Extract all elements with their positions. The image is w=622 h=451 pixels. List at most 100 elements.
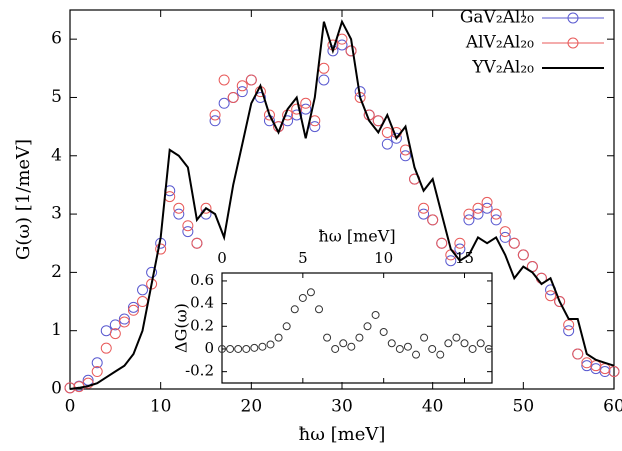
y-tick-label: 5	[51, 87, 62, 107]
data-point	[182, 220, 194, 232]
x-axis-label: ħω [meV]	[318, 227, 395, 246]
data-point	[218, 344, 226, 353]
y-tick-label: 0.4	[190, 294, 214, 312]
data-point	[381, 138, 393, 150]
data-point	[563, 325, 575, 337]
x-tick-label: 10	[374, 249, 393, 267]
y-tick-label: 2	[51, 262, 62, 282]
data-point	[127, 304, 139, 316]
data-point	[445, 255, 457, 267]
data-point	[209, 109, 221, 121]
data-point	[371, 310, 380, 319]
data-point	[118, 316, 130, 328]
data-point	[418, 208, 430, 220]
data-point	[554, 296, 566, 308]
data-point	[347, 342, 356, 351]
data-point	[336, 39, 348, 51]
series-line	[69, 19, 615, 390]
data-point	[387, 339, 396, 348]
data-point	[227, 91, 239, 103]
data-point	[481, 196, 493, 208]
x-tick-label: 30	[331, 397, 353, 417]
y-tick-label: 6	[51, 29, 62, 49]
data-point	[436, 237, 448, 249]
y-tick-label: 0	[204, 339, 214, 357]
data-point	[236, 80, 248, 92]
data-point	[608, 366, 620, 378]
data-point	[91, 366, 103, 378]
y-tick-label: 0.6	[190, 271, 214, 289]
data-point	[472, 208, 484, 220]
data-point	[381, 126, 393, 138]
data-point	[345, 45, 357, 57]
data-point	[436, 350, 445, 359]
data-point	[545, 290, 557, 302]
y-tick-label: 3	[51, 204, 62, 224]
data-point	[452, 333, 461, 342]
data-point	[242, 344, 251, 353]
x-tick-label: 0	[65, 397, 76, 417]
data-point	[91, 357, 103, 369]
data-point	[300, 103, 312, 115]
data-point	[291, 109, 303, 121]
y-tick-label: -0.2	[185, 362, 214, 380]
data-point	[306, 288, 315, 297]
data-point	[444, 339, 453, 348]
x-tick-label: 60	[603, 397, 622, 417]
y-tick-label: 0.2	[190, 316, 214, 334]
data-point	[274, 333, 283, 342]
data-point	[200, 202, 212, 214]
y-tick-label: 4	[51, 145, 62, 165]
data-point	[309, 121, 321, 133]
y-axis-label: ΔG(ω)	[172, 303, 191, 353]
data-point	[472, 202, 484, 214]
legend-marker	[567, 37, 579, 49]
data-point	[191, 237, 203, 249]
data-point	[291, 103, 303, 115]
data-point	[290, 305, 299, 314]
data-point	[315, 305, 324, 314]
data-point	[173, 208, 185, 220]
data-point	[463, 214, 475, 226]
data-point	[460, 339, 469, 348]
data-point	[468, 344, 477, 353]
data-point	[463, 208, 475, 220]
data-point	[155, 243, 167, 255]
data-point	[403, 342, 412, 351]
data-point	[420, 333, 429, 342]
data-point	[182, 226, 194, 238]
data-point	[100, 325, 112, 337]
data-point	[395, 344, 404, 353]
x-tick-label: 50	[513, 397, 535, 417]
data-point	[428, 344, 437, 353]
data-point	[572, 348, 584, 360]
data-point	[318, 74, 330, 86]
data-point	[563, 319, 575, 331]
data-point	[263, 109, 275, 121]
y-tick-label: 1	[51, 320, 62, 340]
data-point	[100, 342, 112, 354]
data-point	[379, 327, 388, 336]
data-point	[282, 322, 291, 331]
data-point	[218, 74, 230, 86]
data-point	[209, 115, 221, 127]
data-point	[481, 202, 493, 214]
x-tick-label: 40	[422, 397, 444, 417]
data-point	[599, 366, 611, 378]
x-axis-label: ħω [meV]	[299, 424, 386, 445]
data-point	[137, 284, 149, 296]
x-tick-label: 10	[150, 397, 172, 417]
data-point	[484, 344, 493, 353]
data-point	[390, 132, 402, 144]
data-point	[323, 333, 332, 342]
data-point	[258, 342, 267, 351]
data-point	[318, 62, 330, 74]
x-tick-label: 15	[455, 249, 474, 267]
data-point	[82, 377, 94, 389]
data-point	[418, 202, 430, 214]
data-point	[226, 344, 235, 353]
y-tick-label: 0	[51, 379, 62, 399]
legend-label: AlV₂Al₂₀	[465, 33, 534, 53]
data-point	[427, 214, 439, 226]
